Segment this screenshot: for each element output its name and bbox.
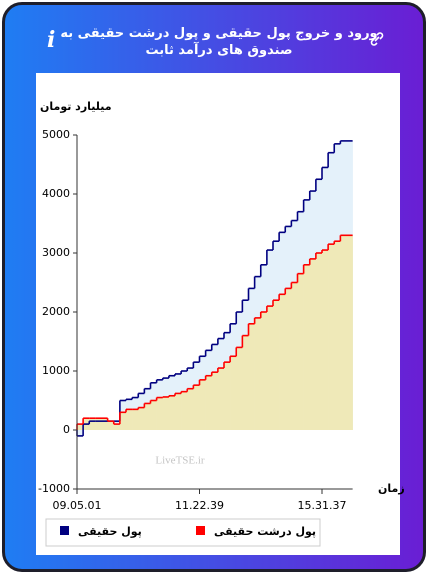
area-step xyxy=(119,412,127,430)
area-step xyxy=(242,335,249,430)
y-tick-label: 1000 xyxy=(42,364,70,377)
info-icon[interactable]: i xyxy=(47,27,56,53)
area-step xyxy=(309,258,317,430)
area-step xyxy=(175,393,182,430)
x-tick-label: 11.22.39 xyxy=(175,499,224,512)
area-step xyxy=(236,347,243,430)
area-step xyxy=(266,306,274,430)
area-step xyxy=(101,418,108,430)
y-tick-label: 0 xyxy=(63,423,70,436)
area-step xyxy=(89,418,96,430)
area-step xyxy=(315,253,323,430)
area-step xyxy=(144,403,151,430)
area-step xyxy=(211,372,219,430)
area-step xyxy=(285,288,292,430)
area-step xyxy=(217,368,225,430)
y-tick-label: 2000 xyxy=(42,305,70,318)
area-step xyxy=(303,264,311,430)
area-step xyxy=(340,235,347,430)
area-step xyxy=(205,375,213,430)
legend-label: پول حقیقی xyxy=(78,525,142,538)
area-step xyxy=(260,312,268,430)
x-tick-label: 09.05.01 xyxy=(53,499,102,512)
area-step xyxy=(156,397,164,430)
area-step xyxy=(254,317,262,430)
link-icon[interactable] xyxy=(369,31,385,47)
y-tick-label: -1000 xyxy=(38,482,70,495)
area-step xyxy=(230,356,237,430)
area-step xyxy=(138,407,145,430)
area-step xyxy=(193,385,200,430)
area-step xyxy=(150,400,157,430)
y-tick-label: 4000 xyxy=(42,187,70,200)
area-step xyxy=(322,250,329,430)
area-step xyxy=(126,409,133,430)
area-step xyxy=(346,235,353,430)
area-step xyxy=(132,409,139,430)
area-step xyxy=(199,379,206,430)
y-tick-label: 3000 xyxy=(42,246,70,259)
area-step xyxy=(187,388,194,430)
area-step xyxy=(279,294,286,430)
area-step xyxy=(181,391,188,430)
area-step xyxy=(273,300,280,430)
watermark: LiveTSE.ir xyxy=(155,455,205,467)
x-axis-label: زمان xyxy=(378,482,405,495)
area-step xyxy=(95,418,102,430)
area-step xyxy=(77,430,84,436)
y-axis-label: میلیارد تومان xyxy=(40,100,112,113)
legend-box xyxy=(45,518,321,547)
header-title: ورود و خروج پول حقیقی و پول درشت حقیقی ب… xyxy=(60,26,378,58)
area-step xyxy=(162,396,170,430)
area-step xyxy=(168,395,176,430)
area-step xyxy=(248,323,255,430)
legend-label: پول درشت حقیقی xyxy=(214,525,316,538)
y-tick-label: 5000 xyxy=(42,128,70,141)
area-step xyxy=(107,421,115,430)
area-step xyxy=(334,241,341,430)
x-tick-label: 15.31.37 xyxy=(298,499,347,512)
area-step xyxy=(113,424,121,430)
area-step xyxy=(328,244,335,430)
area-step xyxy=(297,273,304,430)
legend-swatch xyxy=(196,526,205,535)
area-step xyxy=(291,282,298,430)
legend-swatch xyxy=(60,526,69,535)
area-step xyxy=(77,424,84,430)
area-step xyxy=(224,362,231,430)
